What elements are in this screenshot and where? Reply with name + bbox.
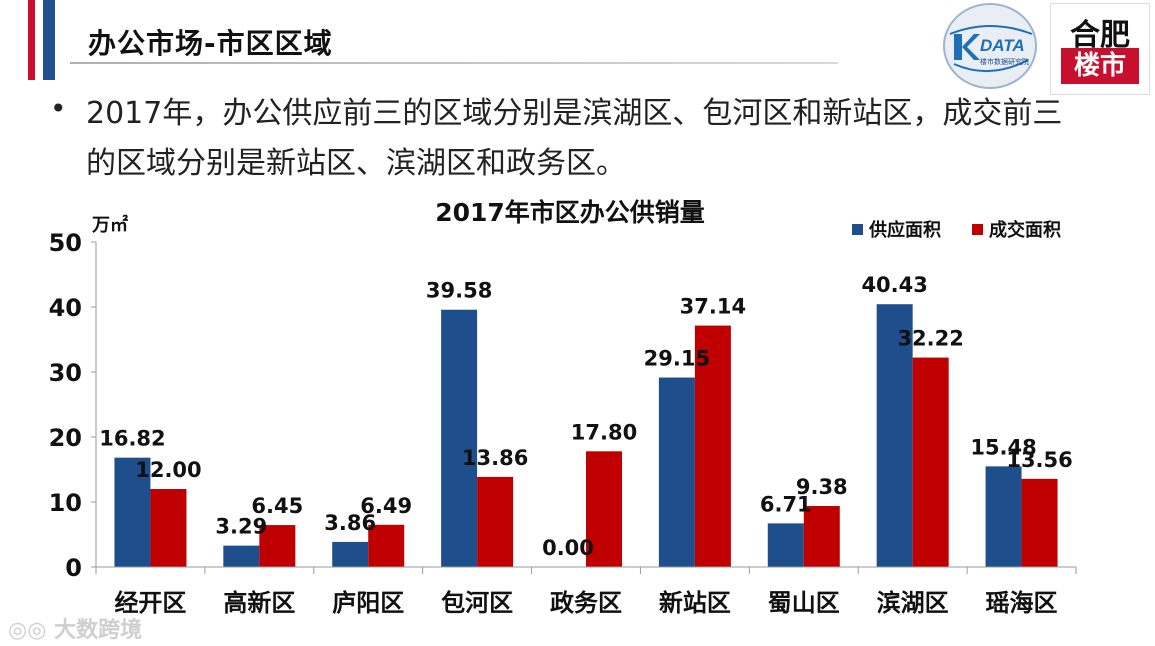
bar-deal	[586, 451, 622, 567]
legend-item-supply: 供应面积	[852, 216, 941, 242]
bar-deal	[259, 525, 296, 567]
bar-supply	[114, 457, 151, 567]
header-blue-stripe	[43, 0, 55, 80]
bar-deal	[803, 506, 840, 567]
legend-swatch-deal	[972, 223, 983, 235]
x-tick-label: 滨湖区	[877, 589, 949, 617]
legend-swatch-supply	[852, 223, 863, 235]
bar-supply	[658, 377, 695, 567]
bar-supply	[441, 309, 478, 567]
data-label-deal: 32.22	[897, 327, 963, 351]
data-label-deal: 17.80	[571, 420, 637, 444]
y-tick-label: 20	[49, 424, 82, 452]
svg-text:DATA: DATA	[980, 36, 1025, 55]
bar-deal	[368, 524, 405, 567]
chart-title: 2017年市区办公供销量	[435, 198, 705, 227]
x-tick-label: 新站区	[659, 589, 731, 617]
data-label-deal: 9.38	[796, 475, 848, 499]
data-label-supply: 3.29	[215, 515, 267, 539]
bar-supply	[985, 466, 1022, 567]
y-tick-label: 30	[49, 359, 82, 387]
data-label-deal: 13.56	[1006, 448, 1072, 472]
bar-supply	[767, 523, 804, 567]
data-label-supply: 40.43	[861, 273, 927, 297]
y-tick-label: 0	[65, 554, 82, 582]
svg-text:楼市数据研究院: 楼市数据研究院	[980, 57, 1029, 66]
y-tick-label: 40	[49, 294, 82, 322]
legend-label-supply: 供应面积	[869, 220, 941, 241]
data-label-deal: 13.86	[462, 446, 528, 470]
y-tick-label: 10	[49, 489, 82, 517]
header-divider	[70, 62, 838, 64]
data-label-supply: 39.58	[426, 279, 492, 303]
data-label-supply: 0.00	[542, 536, 594, 560]
bar-deal	[912, 357, 949, 567]
hefei-logo: 合肥 楼市	[1050, 3, 1150, 95]
data-label-supply: 3.86	[324, 511, 376, 535]
bullet-symbol: •	[50, 92, 67, 125]
data-label-supply: 6.71	[760, 492, 812, 516]
bar-deal	[477, 476, 514, 567]
legend-label-deal: 成交面积	[989, 220, 1061, 241]
x-tick-label: 高新区	[223, 589, 295, 617]
data-label-deal: 6.49	[360, 494, 412, 518]
legend-item-deal: 成交面积	[972, 216, 1061, 242]
x-tick-label: 包河区	[441, 589, 513, 617]
header-red-stripe	[28, 0, 35, 80]
x-tick-label: 瑶海区	[986, 589, 1058, 617]
watermark-icon: ◎◎	[8, 618, 55, 643]
bar-deal	[1021, 478, 1058, 567]
page-title: 办公市场-市区区域	[88, 27, 333, 60]
bar-deal	[694, 325, 731, 567]
bar-supply	[223, 545, 260, 567]
x-tick-label: 蜀山区	[768, 589, 840, 617]
x-tick-label: 经开区	[114, 589, 186, 617]
x-tick-label: 庐阳区	[332, 589, 404, 617]
data-label-deal: 37.14	[680, 295, 746, 319]
hefei-logo-bottom-text: 楼市	[1061, 48, 1139, 84]
data-label-deal: 12.00	[135, 458, 201, 482]
data-label-supply: 29.15	[644, 347, 710, 371]
bar-supply	[332, 541, 369, 567]
data-label-supply: 16.82	[99, 427, 165, 451]
bar-deal	[150, 489, 187, 567]
watermark-text: 大数跨境	[54, 618, 143, 643]
kdata-logo: DATA 楼市数据研究院	[943, 3, 1037, 89]
data-label-supply: 15.48	[970, 435, 1036, 459]
y-tick-label: 50	[49, 229, 82, 257]
bar-supply	[876, 304, 913, 567]
hefei-logo-top-text: 合肥	[1070, 18, 1130, 53]
watermark: ◎◎ 大数跨境	[8, 612, 142, 644]
data-label-deal: 6.45	[251, 494, 303, 518]
x-tick-label: 政务区	[550, 589, 622, 617]
bullet-text: 2017年，办公供应前三的区域分别是滨湖区、包河区和新站区，成交前三的区域分别是…	[86, 96, 1063, 181]
y-axis-unit-label: 万㎡	[92, 215, 128, 236]
